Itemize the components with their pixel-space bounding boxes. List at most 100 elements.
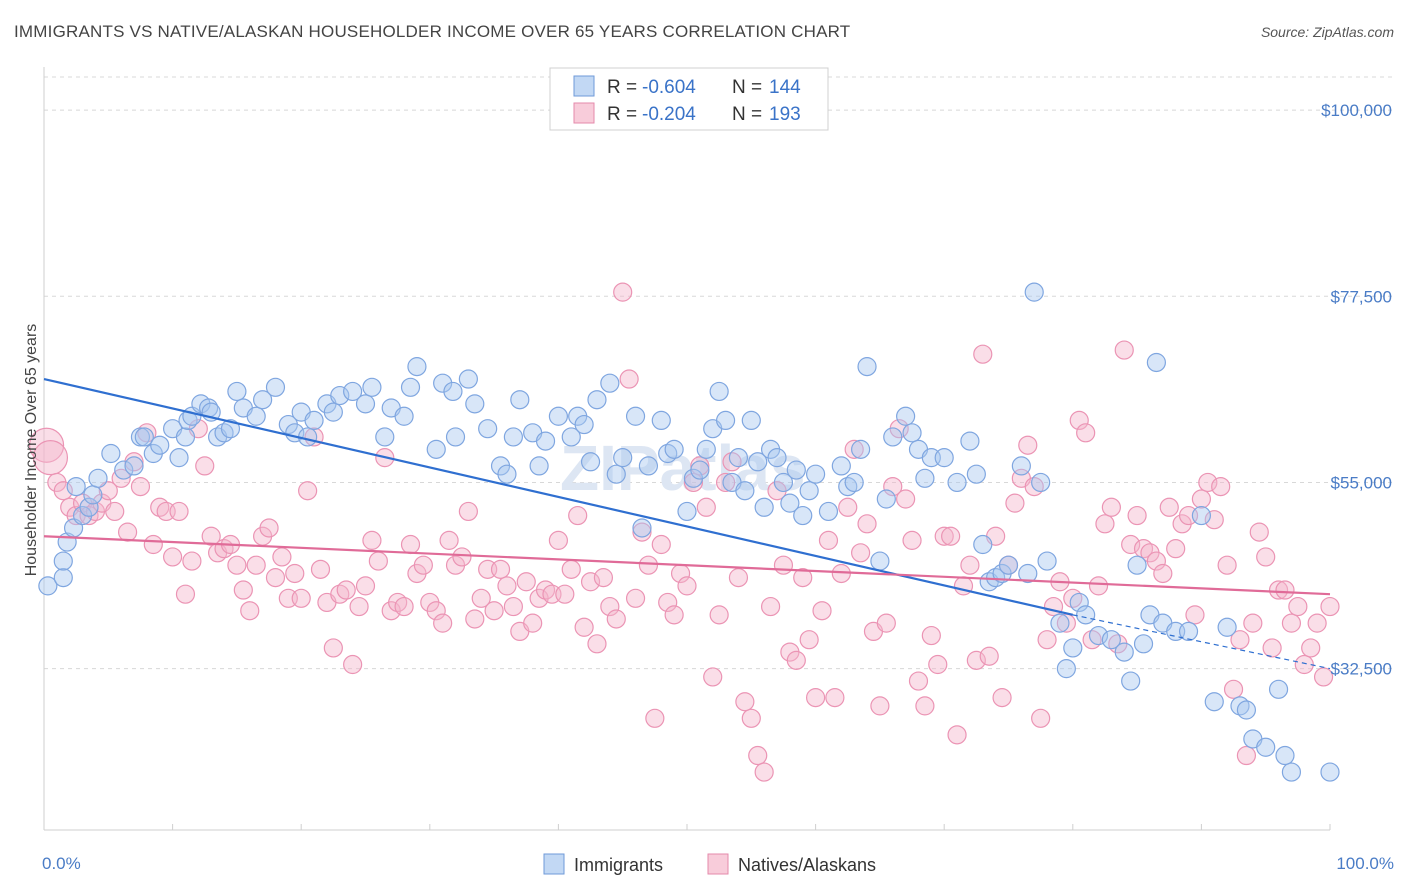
natives-point-63: [439, 530, 459, 550]
natives-point-192: [1268, 580, 1289, 600]
natives-point-35: [259, 518, 279, 538]
natives-point-96: [651, 534, 671, 555]
natives-point-81: [555, 584, 575, 604]
bottom-legend-swatch-natives: [707, 853, 729, 875]
immigrants-point-66: [574, 414, 594, 435]
natives-point-70: [484, 601, 504, 621]
immigrants-point-64: [561, 427, 581, 447]
natives-point-193: [1275, 580, 1295, 600]
natives-point-188: [1243, 613, 1263, 633]
immigrants-point-87: [735, 481, 755, 501]
legend-swatch-immigrants: [573, 75, 595, 97]
immigrants-point-121: [998, 555, 1019, 575]
natives-point-139: [928, 654, 948, 675]
immigrants-point-2: [53, 551, 73, 571]
natives-point-165: [1095, 514, 1115, 534]
natives-point-41: [298, 481, 318, 501]
immigrants-point-84: [715, 410, 736, 431]
immigrants-point-28: [227, 381, 247, 402]
immigrants-point-63: [548, 406, 569, 426]
natives-point-95: [645, 708, 665, 728]
immigrants-point-127: [1050, 613, 1070, 633]
natives-point-14: [124, 452, 144, 472]
natives-point-132: [883, 476, 903, 497]
immigrants-point-47: [400, 377, 421, 397]
immigrants-point-86: [728, 448, 749, 468]
natives-point-173: [1146, 551, 1166, 571]
natives-point-184: [1217, 555, 1237, 575]
natives-point-110: [741, 708, 761, 728]
natives-point-85: [580, 572, 601, 592]
immigrants-point-75: [651, 410, 671, 431]
natives-point-104: [703, 667, 723, 687]
immigrants-point-55: [478, 419, 498, 439]
natives-point-59: [413, 555, 433, 575]
natives-point-134: [896, 489, 916, 509]
immigrants-point-128: [1056, 659, 1076, 679]
natives-point-43: [310, 559, 331, 579]
natives-point-138: [921, 625, 941, 646]
bottom-legend-immigrants: Immigrants: [574, 855, 663, 875]
immigrants-point-131: [1076, 605, 1096, 625]
immigrants-point-98: [805, 464, 826, 484]
immigrants-point-8: [83, 485, 103, 505]
immigrants-point-1: [53, 568, 73, 588]
immigrants-point-103: [851, 439, 871, 459]
legend-box: [549, 67, 829, 131]
natives-point-97: [658, 592, 678, 613]
natives-point-151: [1005, 493, 1025, 513]
natives-point-23: [182, 551, 202, 571]
immigrants-point-99: [818, 501, 839, 522]
immigrants-point-37: [304, 410, 324, 431]
immigrants-point-58: [503, 427, 523, 447]
immigrants-point-48: [407, 357, 427, 377]
natives-point-153: [1018, 435, 1038, 455]
natives-point-103: [696, 497, 716, 517]
immigrants-point-46: [394, 406, 414, 426]
natives-point-105: [709, 605, 729, 625]
natives-point-128: [857, 514, 877, 534]
immigrants-point-125: [1031, 472, 1051, 493]
immigrants-point-19: [175, 427, 196, 447]
natives-point-120: [805, 688, 826, 708]
immigrants-point-40: [330, 385, 350, 406]
immigrants-point-90: [754, 497, 774, 517]
natives-point-190: [1256, 547, 1276, 567]
natives-point-185: [1223, 679, 1244, 699]
immigrants-point-69: [600, 373, 620, 393]
immigrants-point-97: [799, 481, 819, 501]
immigrants-point-96: [793, 505, 813, 526]
legend-n-value-natives: 193: [769, 104, 801, 125]
natives-point-83: [568, 505, 588, 526]
immigrants-point-42: [355, 394, 376, 414]
y-tick-labels: $32,500 $55,000 $77,500 $100,000: [1321, 101, 1392, 679]
immigrants-point-124: [1024, 282, 1044, 302]
immigrants-point-83: [709, 381, 729, 402]
natives-point-40: [291, 588, 311, 608]
natives-point-162: [1076, 423, 1096, 443]
immigrants-point-74: [638, 456, 659, 476]
natives-point-82: [561, 559, 581, 579]
natives-point-106: [715, 472, 736, 493]
natives-point-108: [728, 568, 749, 588]
immigrants-point-106: [876, 489, 896, 509]
natives-point-92: [625, 588, 646, 608]
natives-point-161: [1069, 410, 1089, 431]
natives-point-117: [786, 650, 806, 670]
natives-point-166: [1101, 497, 1121, 517]
natives-point-164: [1088, 576, 1109, 596]
immigrants-point-57: [497, 464, 517, 484]
natives-point-49: [349, 596, 369, 617]
x-tick-label-1: 100.0%: [1336, 854, 1394, 873]
natives-point-62: [433, 613, 453, 633]
immigrants-point-114: [947, 472, 967, 493]
natives-point-175: [1159, 497, 1179, 517]
natives-point-136: [908, 671, 929, 691]
natives-point-155: [1031, 708, 1051, 728]
natives-point-168: [1114, 340, 1134, 360]
natives-point-65: [452, 547, 472, 567]
natives-point-101: [683, 472, 704, 493]
immigrants-point-41: [343, 381, 363, 402]
y-tick-label-2: $77,500: [1331, 287, 1392, 306]
natives-point-194: [1281, 613, 1302, 633]
